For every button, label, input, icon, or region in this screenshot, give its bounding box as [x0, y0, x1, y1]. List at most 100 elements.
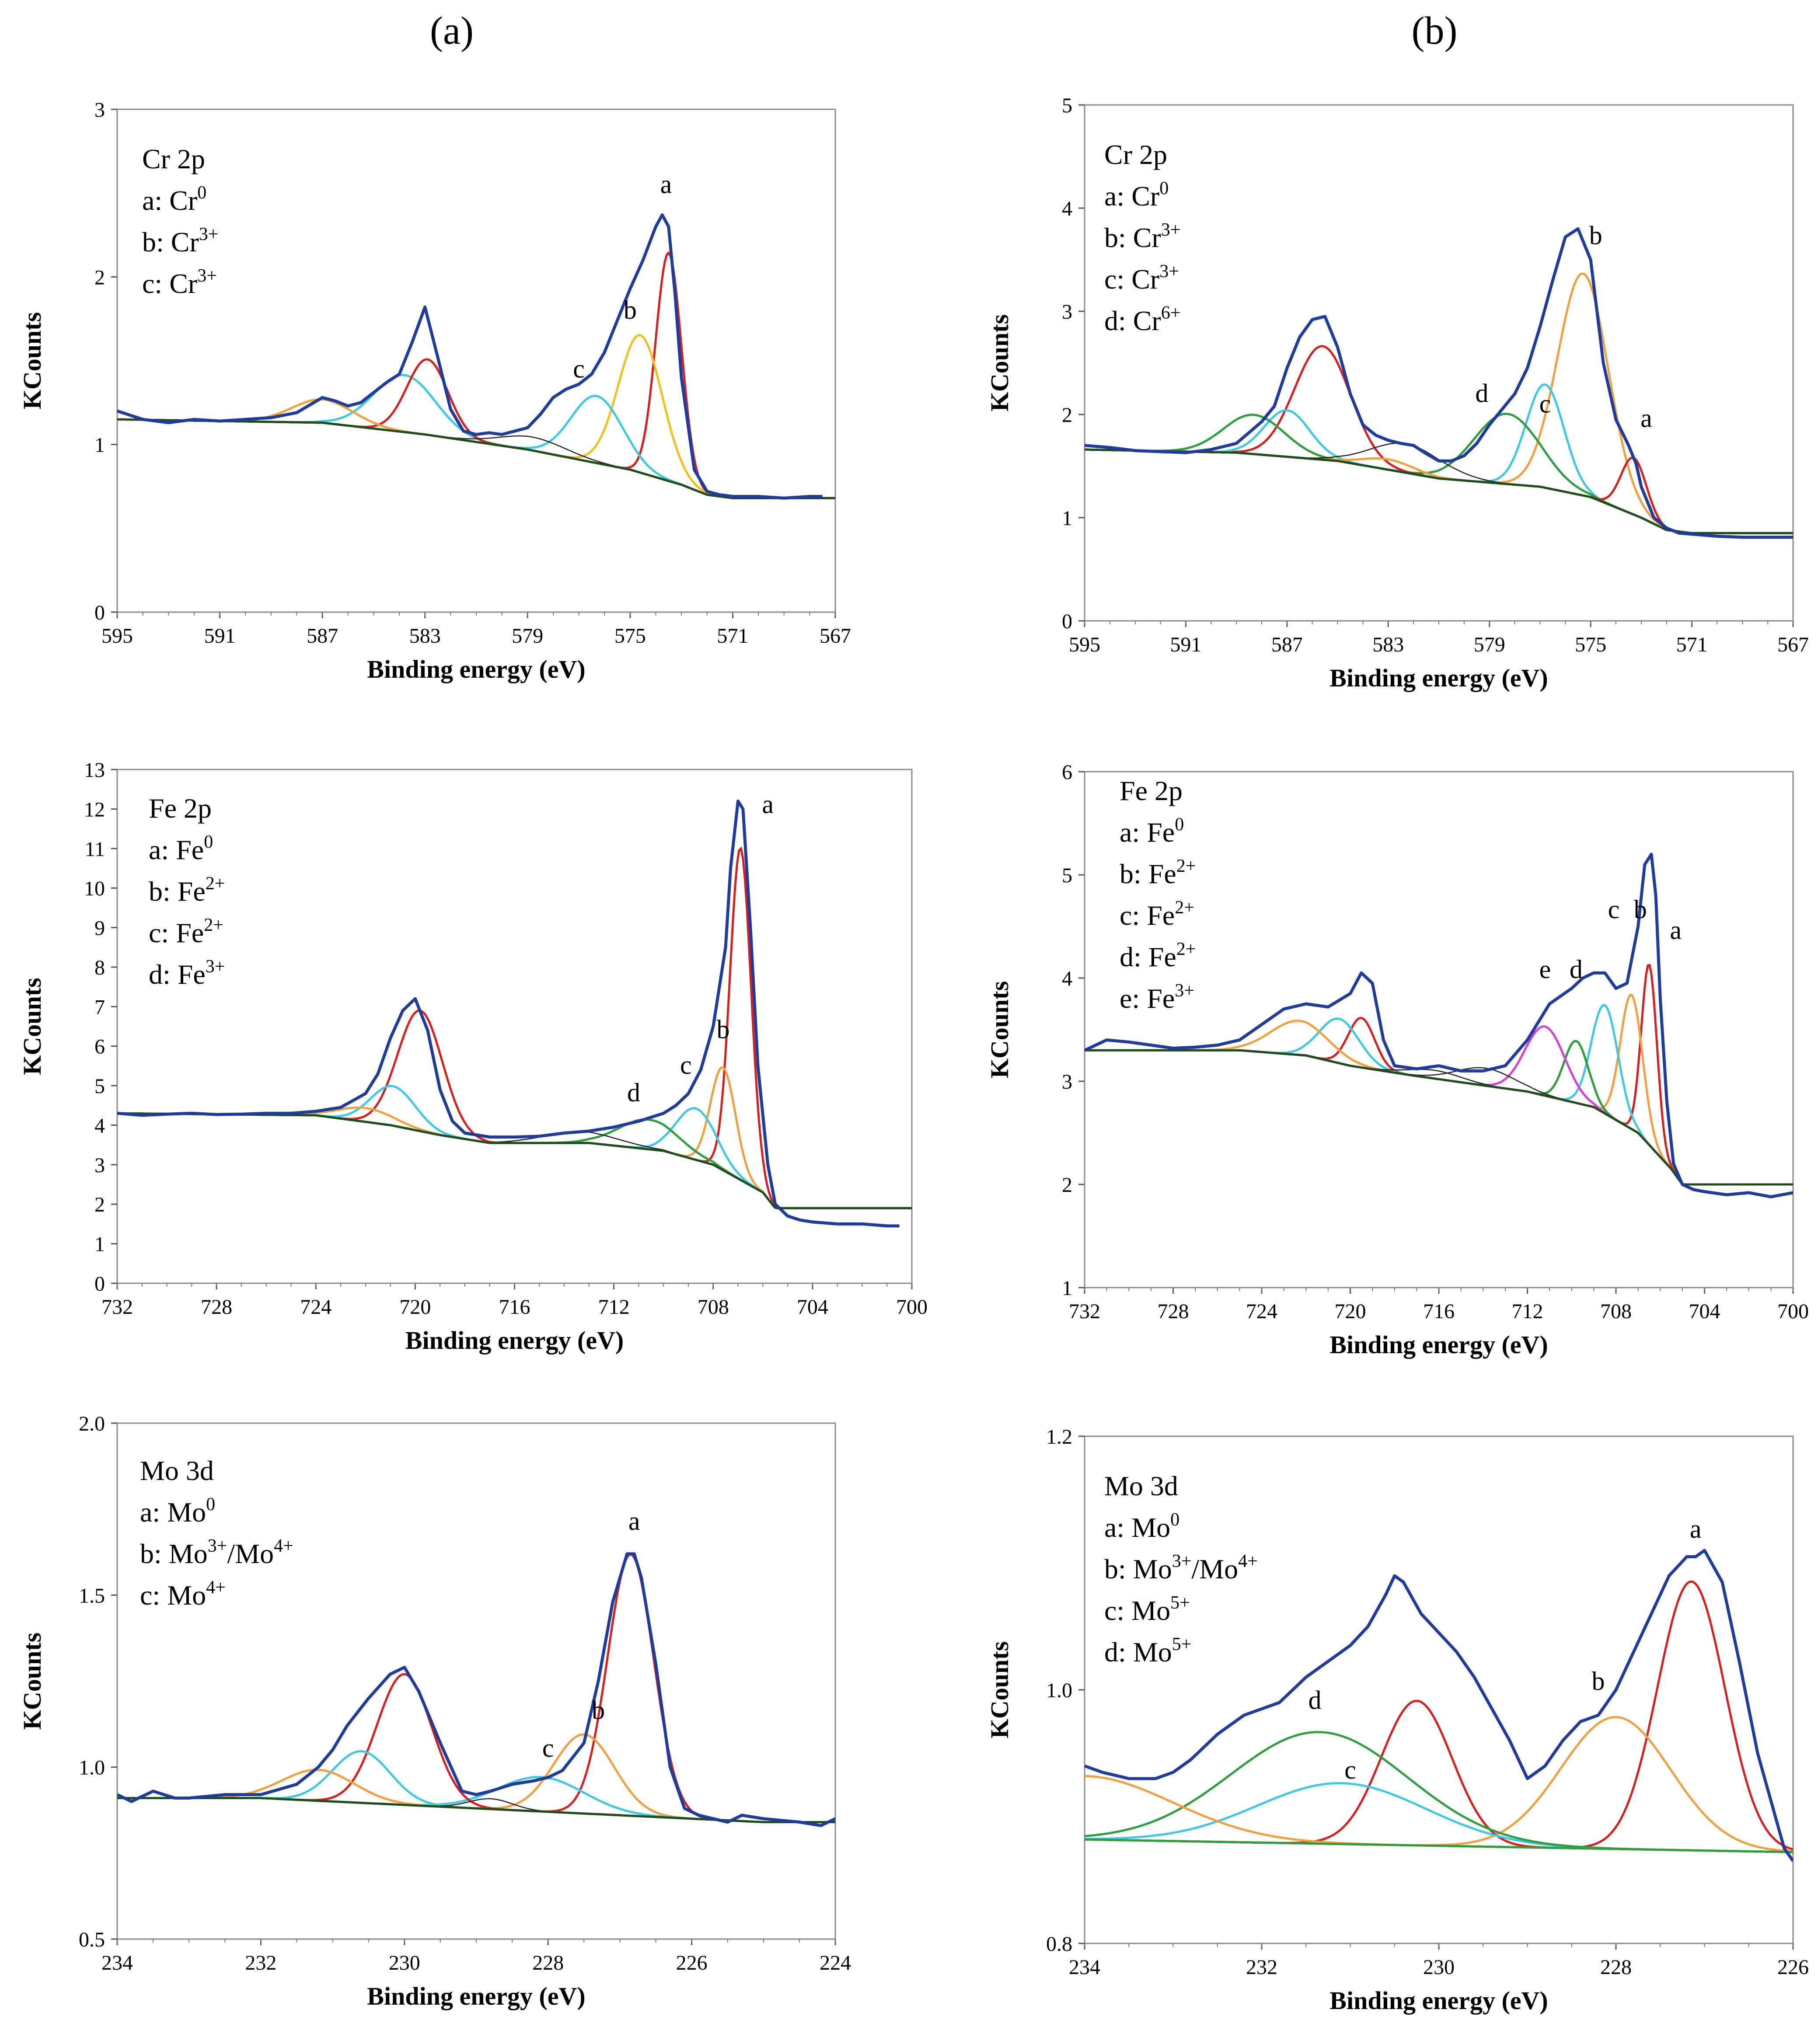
x-tick-label: 720	[399, 1295, 431, 1319]
x-tick-label: 234	[1069, 1956, 1100, 1979]
peak-label-c: c	[1344, 1755, 1356, 1784]
y-tick-label: 0	[1062, 610, 1072, 633]
component-c	[1085, 383, 1793, 534]
legend-superscript-2: 4+	[1238, 1551, 1258, 1571]
legend-superscript: 3+	[1159, 261, 1179, 282]
peak-label-b: b	[716, 1015, 729, 1044]
y-axis-label: KCounts	[985, 1641, 1014, 1738]
x-tick-label: 724	[1246, 1300, 1277, 1323]
legend-text: b: Fe	[1120, 858, 1176, 889]
y-tick-label: 1.0	[79, 1756, 105, 1779]
component-d	[117, 1112, 912, 1209]
x-tick-label: 732	[1069, 1300, 1100, 1323]
y-axis-label: KCounts	[18, 1633, 46, 1730]
legend-superscript: 3+	[1175, 981, 1194, 1001]
y-tick-label: 6	[1062, 761, 1072, 784]
y-tick-label: 0	[94, 1272, 105, 1295]
legend-superscript: 2+	[1175, 898, 1194, 918]
legend-superscript: 3+	[199, 224, 219, 244]
legend-text: Fe 2p	[149, 793, 212, 824]
y-tick-label: 4	[1062, 967, 1072, 990]
x-tick-label: 700	[1777, 1300, 1809, 1323]
legend-line: d: Fe2+	[1120, 939, 1196, 972]
legend-superscript: 3+	[208, 1536, 227, 1556]
legend-line: a: Cr0	[142, 183, 206, 216]
component-b	[1085, 1716, 1793, 1852]
x-tick-label: 716	[1423, 1300, 1455, 1323]
peak-label-a: a	[660, 170, 672, 199]
x-tick-label: 575	[614, 624, 646, 648]
y-tick-label: 1	[94, 434, 105, 457]
legend-line: b: Cr3+	[1104, 220, 1180, 253]
chart-b-cr: 595 591 587 583 579 575 571 567 0 1 2 3 4 5 Binding en…	[985, 94, 1809, 692]
legend-superscript: 0	[1159, 178, 1169, 198]
legend-superscript: 0	[206, 1494, 215, 1515]
x-tick-label: 571	[717, 624, 748, 648]
component-c2	[117, 1085, 912, 1209]
x-tick-label: 230	[1423, 1956, 1455, 1979]
legend-text: a: Cr	[142, 185, 197, 216]
y-tick-label: 12	[84, 798, 105, 821]
component-k2	[117, 1797, 835, 1823]
component-a	[117, 251, 835, 499]
legend-text: c: Cr	[1104, 264, 1159, 295]
y-tick-label: 3	[94, 1154, 105, 1177]
legend-line: c: Mo4+	[140, 1577, 226, 1611]
y-tick-label: 3	[1062, 300, 1072, 324]
legend-superscript: 2+	[206, 874, 225, 894]
legend-text: d: Fe	[1120, 941, 1176, 972]
measured-spectrum	[117, 213, 823, 500]
chart-a-fe: 732 728 724 720 716 712 708 704 7000123456789101…	[18, 759, 928, 1355]
legend-line: c: Mo5+	[1104, 1593, 1190, 1626]
y-tick-label: 1	[1062, 1277, 1072, 1300]
y-tick-label: 2	[94, 266, 105, 289]
legend-text: c: Fe	[1120, 900, 1175, 931]
peak-label-b: b	[624, 296, 637, 324]
x-axis-label: Binding energy (eV)	[367, 655, 585, 683]
x-tick-label: 232	[245, 1951, 276, 1974]
component-g2	[1085, 414, 1793, 534]
plot-frame	[1084, 771, 1794, 1288]
component-c2	[117, 1750, 835, 1823]
legend-superscript: 2+	[1176, 856, 1196, 876]
peak-label-b: b	[592, 1696, 605, 1725]
component-d	[1085, 412, 1793, 534]
legend-text: b: Mo	[140, 1538, 208, 1569]
y-tick-label: 7	[94, 996, 105, 1019]
peak-label-a: a	[1640, 404, 1652, 432]
panel-label-a: (a)	[430, 9, 474, 52]
legend-superscript: 3+	[197, 266, 217, 286]
peak-label-d: d	[1570, 955, 1583, 984]
peak-label-a: a	[762, 790, 774, 818]
legend-superscript: 0	[1175, 815, 1184, 835]
component-sat1	[117, 398, 835, 499]
background-line	[1085, 1049, 1793, 1186]
background-line	[117, 1112, 912, 1209]
x-tick-label: 234	[101, 1951, 133, 1974]
component-c2	[1085, 409, 1793, 534]
legend-superscript: 3+	[1172, 1551, 1192, 1571]
legend-line: b: Mo3+/Mo4+	[1104, 1551, 1258, 1584]
x-tick-label: 724	[300, 1295, 331, 1319]
y-tick-label: 3	[94, 98, 105, 122]
y-axis-label: KCounts	[18, 312, 46, 409]
chart-b-mo: 234 232 230 228 226 0.8 1.0 1.2 Binding energy (…	[985, 1425, 1809, 2015]
y-tick-label: 2	[94, 1193, 105, 1216]
x-tick-label: 591	[204, 624, 236, 648]
legend-superscript-2: 4+	[274, 1536, 293, 1556]
y-tick-label: 0.5	[79, 1928, 105, 1951]
legend-superscript: 0	[204, 832, 213, 852]
peak-label-a: a	[628, 1507, 640, 1536]
y-tick-label: 4	[1062, 197, 1072, 220]
x-tick-label: 700	[896, 1295, 928, 1319]
component-b	[1085, 272, 1793, 534]
legend-line: b: Fe2+	[149, 874, 225, 907]
legend-line: b: Mo3+/Mo4+	[140, 1536, 293, 1569]
component-k2	[1085, 1049, 1793, 1185]
peak-label-c: c	[1608, 895, 1620, 924]
legend-line: a: Mo0	[1104, 1510, 1179, 1543]
background-line	[117, 418, 835, 499]
peak-label-a: a	[1670, 916, 1682, 944]
component-d	[1085, 1040, 1793, 1186]
legend-text: d: Mo	[1104, 1637, 1172, 1668]
